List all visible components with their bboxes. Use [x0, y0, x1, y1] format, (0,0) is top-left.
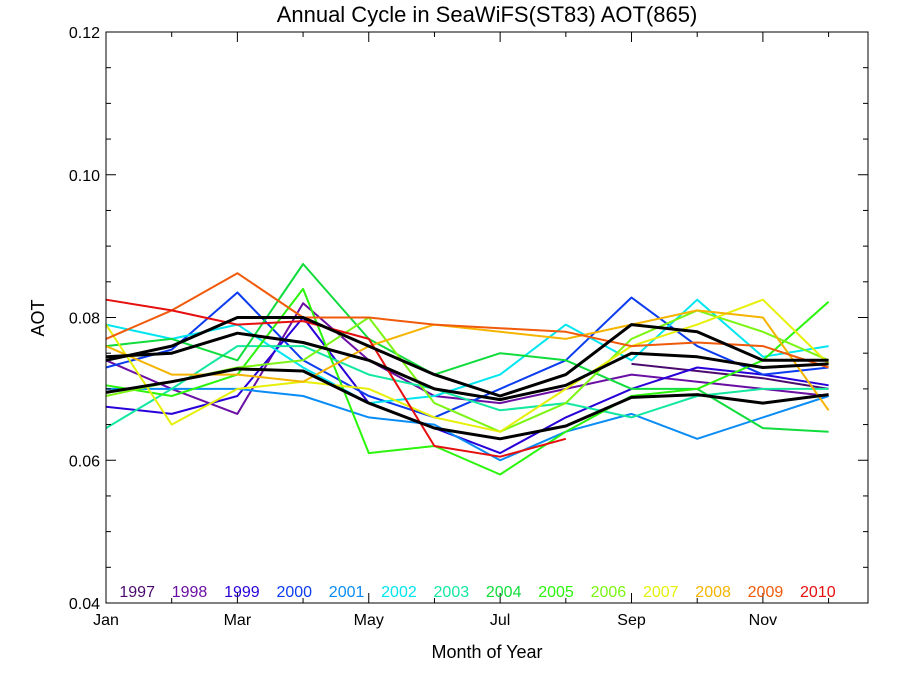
legend-entry-1998: 1998	[172, 584, 208, 601]
legend-entry-2004: 2004	[486, 584, 522, 601]
y-tick-label: 0.10	[69, 168, 100, 185]
legend-entry-2002: 2002	[381, 584, 417, 601]
mean-line-2	[105, 331, 829, 402]
legend-entry-2008: 2008	[695, 584, 731, 601]
legend-entry-2006: 2006	[591, 584, 627, 601]
plot-frame	[105, 31, 869, 604]
series-line-2009	[105, 272, 829, 369]
x-tick-label: Sep	[617, 612, 646, 629]
x-tick-label: Mar	[224, 612, 252, 629]
series-line-2008	[105, 309, 830, 411]
series-line-1999	[105, 316, 829, 455]
legend-entry-2009: 2009	[748, 584, 784, 601]
series-line-2000	[105, 291, 829, 419]
series-line-2010	[105, 298, 567, 458]
series-line-2001	[106, 387, 829, 462]
legend-entry-1999: 1999	[224, 584, 260, 601]
y-tick-label: 0.04	[69, 596, 100, 613]
legend-entry-2005: 2005	[538, 584, 574, 601]
x-axis-label: Month of Year	[431, 642, 542, 662]
y-tick-label: 0.06	[69, 453, 100, 470]
plot-area: Jan Mar May Jul Sep Nov 0.04 0.06 0.08 0.10 0.12 19…	[69, 25, 868, 629]
series-line-2003	[105, 345, 829, 429]
legend-entry-1997: 1997	[119, 584, 155, 601]
x-tick-label: Nov	[749, 612, 777, 629]
legend-entry-2010: 2010	[800, 584, 836, 601]
y-tick-label: 0.12	[69, 25, 100, 42]
mean-line-3	[105, 367, 829, 441]
legend-entry-2003: 2003	[434, 584, 470, 601]
legend-entry-2007: 2007	[643, 584, 679, 601]
legend-entry-2000: 2000	[276, 584, 312, 601]
legend-entry-2001: 2001	[329, 584, 365, 601]
x-tick-label: Jan	[93, 612, 119, 629]
y-tick-label: 0.08	[69, 311, 100, 328]
x-tick-label: May	[354, 612, 384, 629]
series-line-2007	[105, 298, 830, 433]
series-line-2005	[105, 287, 830, 476]
series-line-2004	[105, 263, 829, 433]
x-tick-label: Jul	[490, 612, 510, 629]
chart-title: Annual Cycle in SeaWiFS(ST83) AOT(865)	[277, 2, 698, 27]
y-axis-label: AOT	[28, 299, 48, 336]
mean-line-1	[105, 316, 829, 398]
